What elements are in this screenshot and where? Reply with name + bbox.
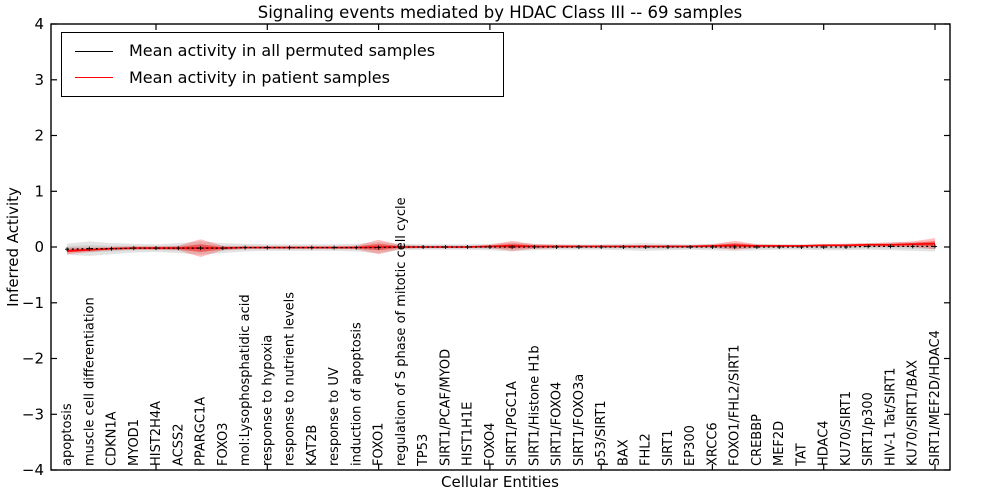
- x-category-label: HIST2H4A: [149, 401, 164, 466]
- y-tick-label: 4: [34, 15, 44, 33]
- y-tick-label: 3: [34, 71, 44, 89]
- x-category-label: KU70/SIRT1/BAX: [906, 360, 921, 466]
- x-category-label: HIV-1 Tat/SIRT1: [883, 368, 898, 466]
- x-category-label: PPARGC1A: [194, 397, 209, 466]
- x-category-label: HIST1H1E: [461, 402, 476, 466]
- x-category-label: FHL2: [639, 433, 654, 466]
- x-category-label: SIRT1/p300: [861, 392, 876, 466]
- y-tick-label: 2: [34, 127, 44, 145]
- x-category-label: SIRT1/PGC1A: [505, 381, 520, 466]
- x-category-label: MYOD1: [127, 419, 142, 466]
- x-category-label: induction of apoptosis: [349, 322, 364, 466]
- patient-line-swatch-icon: [75, 77, 113, 79]
- x-category-labels: apoptosis muscle cell differentiation CDKN…: [60, 197, 943, 467]
- x-category-label: MEF2D: [772, 421, 787, 466]
- y-tick-label: −4: [22, 461, 44, 479]
- axis-ticks: [51, 23, 950, 471]
- x-category-label: response to nutrient levels: [283, 292, 298, 466]
- x-category-label: response to UV: [327, 367, 342, 466]
- x-category-label: regulation of S phase of mitotic cell cy…: [394, 197, 409, 466]
- x-axis-label: Cellular Entities: [441, 473, 559, 491]
- y-tick-label: −2: [22, 350, 44, 368]
- series-lines: [65, 242, 937, 252]
- x-category-label: TP53: [416, 434, 431, 467]
- x-category-label: FOXO1/FHL2/SIRT1: [728, 345, 743, 466]
- x-category-label: CREBBP: [750, 414, 765, 466]
- y-tick-labels: −4 −3 −2 −1 0 1 2 3 4: [22, 15, 44, 479]
- x-category-label: TAT: [794, 443, 809, 467]
- x-category-label: muscle cell differentiation: [82, 297, 97, 466]
- x-category-label: FOXO3: [216, 423, 231, 466]
- x-category-label: p53/SIRT1: [594, 400, 609, 466]
- x-category-label: FOXO4: [483, 423, 498, 466]
- x-category-label: KAT2B: [305, 425, 320, 466]
- x-category-label: apoptosis: [60, 403, 75, 466]
- legend-item-patient: Mean activity in patient samples: [75, 67, 503, 87]
- x-category-label: FOXO1: [372, 423, 387, 466]
- x-category-label: XRCC6: [705, 422, 720, 466]
- x-category-label: SIRT1/Histone H1b: [527, 345, 542, 466]
- y-tick-label: 1: [34, 182, 44, 200]
- x-category-label: EP300: [683, 425, 698, 466]
- x-category-label: SIRT1/FOXO4: [550, 382, 565, 466]
- legend-label-permuted: Mean activity in all permuted samples: [129, 41, 436, 61]
- x-category-label: mol:Lysophosphatidic acid: [238, 294, 253, 466]
- y-tick-label: 0: [34, 238, 44, 256]
- x-category-label: SIRT1/FOXO3a: [572, 374, 587, 466]
- x-category-label: HDAC4: [817, 420, 832, 466]
- permuted-mean-line: [66, 245, 935, 250]
- permuted-line-swatch-icon: [75, 50, 113, 52]
- legend: Mean activity in all permuted samples Me…: [61, 32, 504, 97]
- x-category-label: BAX: [616, 439, 631, 466]
- x-category-label: response to hypoxia: [260, 335, 275, 466]
- permuted-plus-markers: [65, 244, 937, 252]
- x-category-label: ACSS2: [171, 423, 186, 466]
- legend-label-patient: Mean activity in patient samples: [129, 67, 390, 87]
- x-category-label: KU70/SIRT1: [839, 391, 854, 466]
- y-tick-label: −3: [22, 405, 44, 423]
- x-category-label: SIRT1: [661, 430, 676, 466]
- x-category-label: SIRT1/MEF2D/HDAC4: [928, 330, 943, 466]
- x-category-label: CDKN1A: [105, 411, 120, 466]
- x-category-label: SIRT1/PCAF/MYOD: [438, 349, 453, 466]
- legend-item-permuted: Mean activity in all permuted samples: [75, 43, 503, 59]
- y-tick-label: −1: [22, 294, 44, 312]
- y-axis-label: Inferred Activity: [4, 187, 22, 307]
- chart-title: Signaling events mediated by HDAC Class …: [257, 3, 743, 22]
